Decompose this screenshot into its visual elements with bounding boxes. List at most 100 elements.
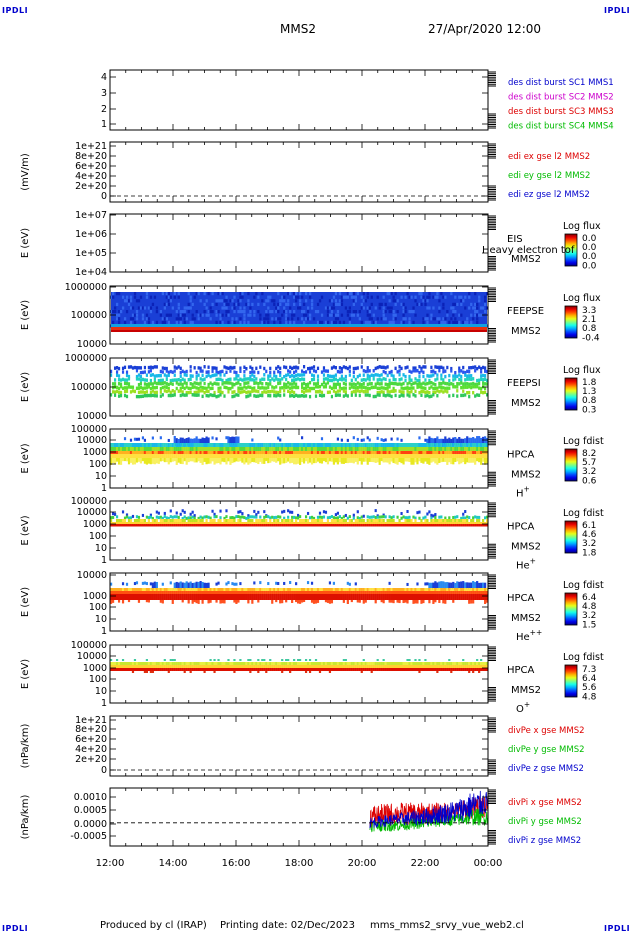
species-label: H+	[516, 485, 530, 500]
colorbar	[564, 305, 578, 339]
x-tick-label: 14:00	[159, 858, 188, 869]
spacecraft-label: MMS2	[511, 542, 541, 553]
y-tick-label: 100	[89, 602, 107, 613]
y-axis-label: E (eV)	[20, 659, 31, 689]
colorbar-tick-label: 3.2	[582, 539, 596, 549]
colorbar-tick-label: 1.5	[582, 620, 596, 630]
colorbar	[564, 233, 578, 267]
spacecraft-label: MMS2	[511, 470, 541, 481]
y-tick-label: 0.0010	[74, 792, 107, 803]
colorbar-tick-label: 4.8	[582, 602, 597, 612]
panel-data	[110, 659, 489, 673]
legend-entry: des dist burst SC3 MMS3	[508, 107, 614, 117]
colorbar-title: Log fdist	[563, 508, 604, 519]
colorbar-tick-label: -0.4	[582, 333, 600, 343]
y-tick-label: 0.0000	[74, 819, 107, 830]
instrument-label: HPCA	[507, 450, 535, 461]
y-tick-label: 8e+20	[75, 724, 107, 735]
colorbar-tick-label: 6.4	[582, 593, 597, 603]
y-tick-label: 100000	[71, 496, 107, 507]
legend-entry: edi ez gse l2 MMS2	[508, 190, 590, 200]
colorbar-tick-label: 2.1	[582, 315, 596, 325]
y-axis-label: E (eV)	[20, 300, 31, 330]
colorbar	[564, 592, 578, 626]
spacecraft-label: MMS2	[511, 685, 541, 696]
y-axis-label: E (eV)	[20, 372, 31, 402]
colorbar-tick-label: 5.6	[582, 683, 597, 693]
footer-printing-date: Printing date: 02/Dec/2023	[220, 920, 356, 931]
y-tick-label: 1e+21	[75, 715, 107, 726]
y-axis-label: E (eV)	[20, 515, 31, 545]
spectro-band	[111, 324, 487, 327]
y-tick-label: 10000	[77, 339, 107, 350]
colorbar-tick-label: 6.1	[582, 521, 596, 531]
y-tick-label: 10000	[77, 507, 107, 518]
y-tick-label: -0.0005	[70, 831, 107, 842]
x-tick-label: 16:00	[222, 858, 251, 869]
instrument-label: HPCA	[507, 522, 535, 533]
y-tick-label: 1000	[83, 519, 107, 530]
y-tick-label: 1e+04	[75, 267, 107, 278]
panel-1: 1 2 3 4 des dist burst SC1 MMS1 des dist burs…	[101, 69, 614, 132]
colorbar-title: Log fdist	[563, 436, 604, 447]
y-tick-label: 1000	[83, 591, 107, 602]
y-tick-label: 100000	[71, 310, 107, 321]
colorbar-tick-label: 4.6	[582, 530, 597, 540]
legend-entry: divPi y gse MMS2	[508, 817, 582, 827]
colorbar-title: Log flux	[563, 221, 601, 232]
panel-data	[110, 292, 489, 332]
y-tick-label: 4e+20	[75, 171, 107, 182]
instrument-label: FEEPSE	[507, 306, 544, 317]
legend-entry: edi ex gse l2 MMS2	[508, 152, 590, 162]
colorbar-tick-label: 0.3	[582, 405, 596, 415]
y-tick-label: 0.0005	[74, 805, 107, 816]
panel-frame	[109, 500, 489, 561]
panel-data	[110, 365, 489, 399]
legend-entry: divPi z gse MMS2	[508, 836, 581, 846]
panel-frame	[109, 141, 489, 203]
species-label: He+	[516, 557, 536, 572]
y-tick-label: 1	[101, 555, 107, 566]
footer-produced-by: Produced by cl (IRAP)	[100, 920, 207, 931]
colorbar-tick-label: 1.8	[582, 548, 597, 558]
spacecraft-label: MMS2	[511, 613, 541, 624]
y-tick-label: 1	[101, 698, 107, 709]
instrument-label: HPCA	[507, 593, 535, 604]
y-axis-label: (mV/m)	[20, 153, 31, 191]
y-tick-label: 10	[95, 686, 107, 697]
x-tick-label: 22:00	[411, 858, 440, 869]
colorbar-tick-label: 6.4	[582, 674, 597, 684]
colorbar-tick-label: 0.8	[582, 324, 597, 334]
colorbar-tick-label: 8.2	[582, 449, 596, 459]
spacecraft-label: MMS2	[511, 326, 541, 337]
legend-entry: des dist burst SC1 MMS1	[508, 78, 614, 88]
colorbar	[564, 664, 578, 698]
y-axis-label: (nPa/km)	[20, 724, 31, 769]
y-axis-label: E (eV)	[20, 228, 31, 258]
panel-data	[110, 509, 489, 527]
panel-data	[110, 581, 489, 604]
legend-entry: divPi x gse MMS2	[508, 798, 582, 808]
corner-label-top-right: IPDLI	[604, 6, 630, 15]
legend-entry: des dist burst SC2 MMS2	[508, 93, 614, 103]
y-tick-label: 6e+20	[75, 161, 107, 172]
colorbar-tick-label: 0.8	[582, 396, 597, 406]
y-tick-label: 10000	[77, 651, 107, 662]
instrument-label: FEEPSI	[507, 378, 541, 389]
spacecraft-label: MMS2	[511, 398, 541, 409]
y-tick-label: 3	[101, 88, 107, 99]
x-tick-label: 18:00	[285, 858, 314, 869]
spectro-band	[111, 327, 487, 330]
panel-frame	[109, 213, 489, 273]
corner-label-top-left: IPDLI	[2, 6, 29, 15]
legend-entry: des dist burst SC4 MMS4	[508, 122, 614, 132]
y-tick-label: 1e+21	[75, 141, 107, 152]
colorbar	[564, 448, 578, 482]
panel-data	[110, 436, 489, 465]
